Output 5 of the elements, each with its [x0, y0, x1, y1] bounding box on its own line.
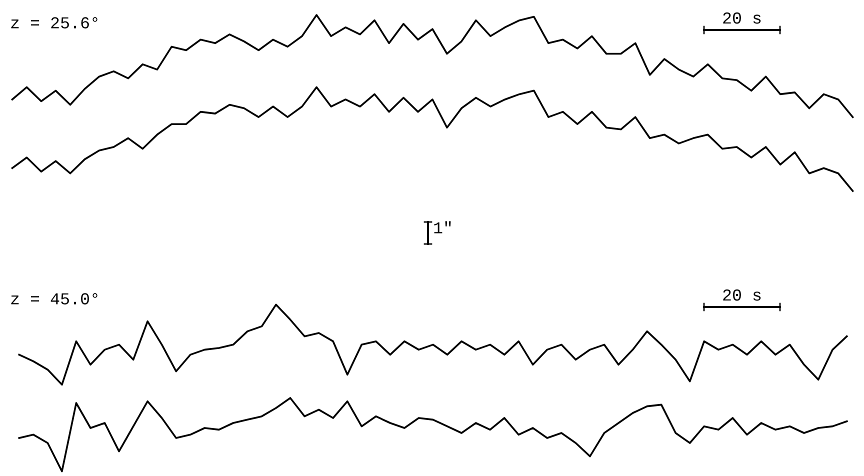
- text: 1": [434, 221, 451, 234]
- annotation: z = 25.6°: [11, 17, 98, 28]
- text: z = 45.0°: [11, 293, 98, 304]
- text: 20 s: [723, 289, 761, 301]
- annotation: 20 s: [723, 12, 761, 24]
